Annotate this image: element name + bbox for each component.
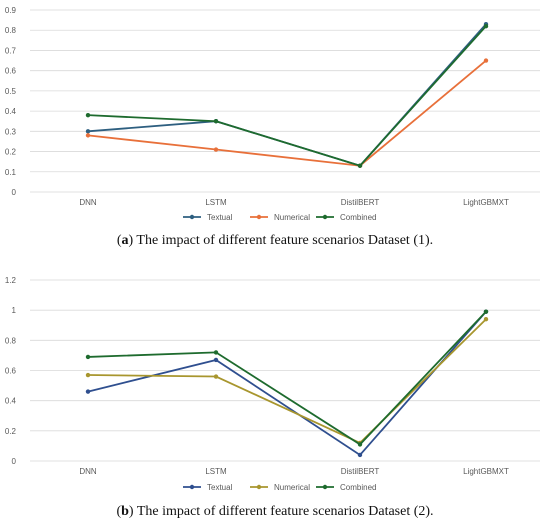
legend-swatch-marker xyxy=(189,484,195,490)
data-point-numerical xyxy=(85,372,91,378)
y-tick-label: 0.9 xyxy=(5,6,17,15)
series-line-combined xyxy=(87,25,487,167)
series-line-numerical xyxy=(87,318,487,444)
y-tick-label: 0.6 xyxy=(5,367,17,376)
caption-b-text: ) The impact of different feature scenar… xyxy=(128,504,434,519)
caption-a-text: ) The impact of different feature scenar… xyxy=(128,233,434,248)
data-point-numerical xyxy=(213,374,219,379)
data-point-combined xyxy=(483,309,489,314)
y-tick-label: 1 xyxy=(12,306,17,315)
legend-label: Combined xyxy=(340,213,376,222)
data-point-textual xyxy=(213,357,219,363)
legend-label: Textual xyxy=(207,213,233,222)
x-tick-label: LSTM xyxy=(205,198,227,207)
data-point-combined xyxy=(483,23,489,29)
x-tick-label: DNN xyxy=(79,198,97,207)
data-point-numerical xyxy=(483,58,489,63)
caption-b-label: b xyxy=(121,504,129,519)
caption-b: (b) The impact of different feature scen… xyxy=(116,504,434,519)
y-tick-label: 0.2 xyxy=(5,148,17,157)
y-tick-label: 0.5 xyxy=(5,87,17,96)
y-tick-label: 0.4 xyxy=(5,397,17,406)
data-point-combined xyxy=(357,163,363,168)
y-tick-label: 1.2 xyxy=(5,276,17,285)
legend-label: Numerical xyxy=(274,213,310,222)
caption-a-label: a xyxy=(121,233,129,248)
y-tick-label: 0.6 xyxy=(5,67,17,76)
y-tick-label: 0 xyxy=(12,188,17,197)
y-tick-label: 0.1 xyxy=(5,168,17,177)
legend-label: Textual xyxy=(207,483,233,492)
legend-label: Combined xyxy=(340,483,376,492)
chart-b: 0 0.2 0.4 0.6 0.8 1 1.2 DNN LSTM DistilBERT LightG… xyxy=(5,276,540,492)
x-tick-label: LightGBMXT xyxy=(463,467,509,476)
chart-a: 0 0.1 0.2 0.3 0.4 0.5 0.6 0.7 0.8 0.9 DNN LSTM Disti… xyxy=(5,6,540,222)
data-point-combined xyxy=(213,119,219,124)
y-tick-label: 0.8 xyxy=(5,26,17,35)
x-tick-label: DistilBERT xyxy=(341,198,380,207)
series-line-textual xyxy=(87,311,487,457)
x-tick-label: LightGBMXT xyxy=(463,198,509,207)
data-point-textual xyxy=(85,129,91,134)
data-point-numerical xyxy=(213,147,219,152)
legend-swatch-marker xyxy=(256,214,262,220)
series-line-combined xyxy=(87,311,487,446)
series-line-numerical xyxy=(87,59,487,167)
data-point-numerical xyxy=(85,133,91,138)
x-tick-label: LSTM xyxy=(205,467,227,476)
legend-swatch-marker xyxy=(322,484,328,490)
data-point-textual xyxy=(357,452,363,458)
legend-swatch-marker xyxy=(189,214,195,220)
data-point-combined xyxy=(85,112,91,118)
legend-swatch-marker xyxy=(322,214,328,220)
data-point-combined xyxy=(85,354,91,360)
y-tick-label: 0.8 xyxy=(5,336,17,345)
data-point-combined xyxy=(213,350,219,355)
x-tick-label: DistilBERT xyxy=(341,467,380,476)
data-point-combined xyxy=(357,442,363,447)
data-point-textual xyxy=(85,389,91,394)
legend-swatch-marker xyxy=(256,484,262,490)
legend-label: Numerical xyxy=(274,483,310,492)
data-point-numerical xyxy=(483,317,489,322)
series-line-textual xyxy=(87,23,487,167)
y-tick-label: 0 xyxy=(12,457,17,466)
x-tick-label: DNN xyxy=(79,467,97,476)
y-tick-label: 0.4 xyxy=(5,107,17,116)
y-tick-label: 0.7 xyxy=(5,46,17,55)
y-tick-label: 0.2 xyxy=(5,427,17,436)
y-tick-label: 0.3 xyxy=(5,127,17,136)
caption-a: (a) The impact of different feature scen… xyxy=(116,233,434,248)
